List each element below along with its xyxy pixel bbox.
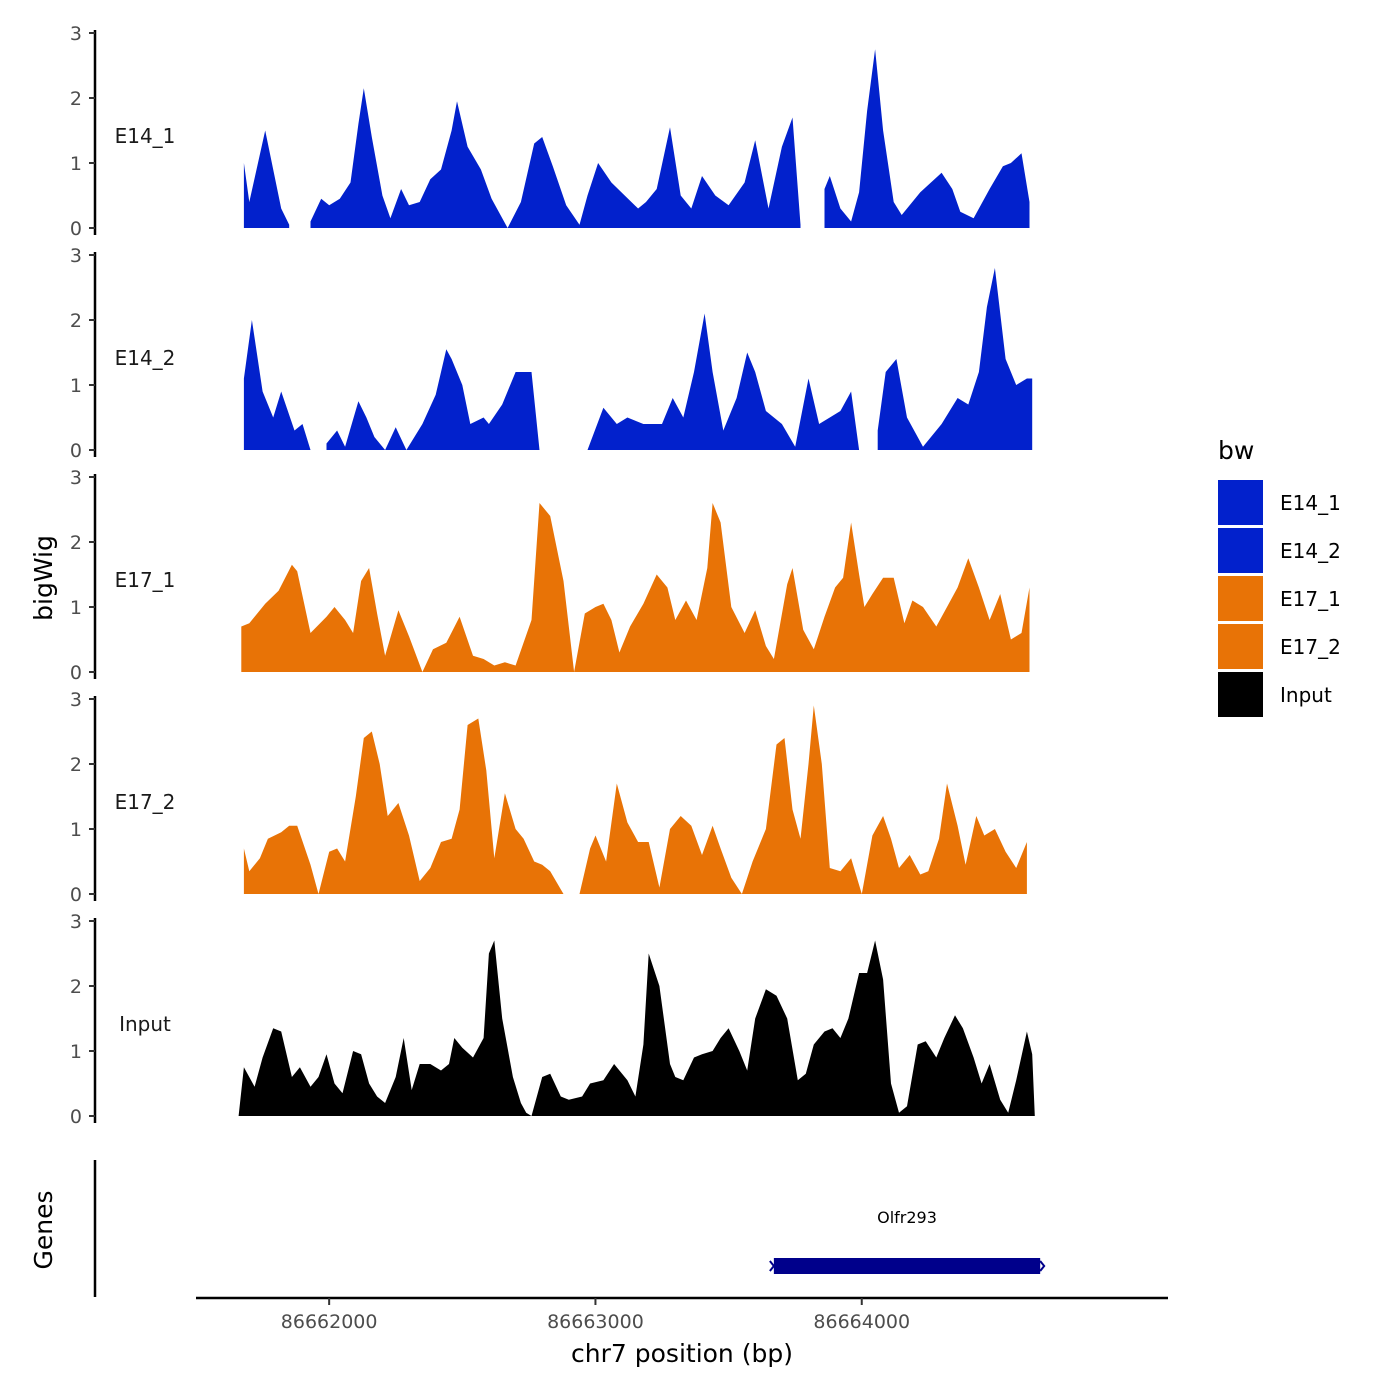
- gene-strand-marker: [1039, 1260, 1046, 1272]
- y-tick-label: 1: [70, 597, 82, 619]
- track-E14_1: 0 1 2 3 E14_1: [70, 23, 1030, 240]
- legend-key: [1218, 480, 1263, 525]
- y-tick-label: 3: [70, 245, 82, 267]
- x-tick-label: 86662000: [281, 1311, 378, 1333]
- legend-label: E17_2: [1280, 635, 1341, 659]
- y-tick-label: 2: [70, 754, 82, 776]
- x-tick-label: 86664000: [813, 1311, 910, 1333]
- track-label: E17_1: [115, 568, 176, 592]
- legend-key: [1218, 576, 1263, 621]
- y-tick-label: 1: [70, 819, 82, 841]
- signal-area: [587, 313, 860, 450]
- signal-area: [238, 940, 1035, 1116]
- y-tick-label: 2: [70, 532, 82, 554]
- legend-key: [1218, 528, 1263, 573]
- legend-key: [1218, 672, 1263, 717]
- signal-area: [243, 130, 290, 228]
- signal-area: [877, 268, 1033, 450]
- x-axis: 86662000 86663000 86664000: [196, 1296, 1168, 1333]
- y-tick-label: 0: [70, 440, 82, 462]
- x-tick-label: 86663000: [547, 1311, 644, 1333]
- track-E14_2: 0 1 2 3 E14_2: [70, 245, 1033, 462]
- y-tick-label: 3: [70, 689, 82, 711]
- signal-area: [310, 88, 801, 228]
- y-tick-label: 2: [70, 310, 82, 332]
- y-tick-label: 3: [70, 23, 82, 45]
- bigwig-tracks: 0 1 2 3 E14_1 0 1 2 3 E14_2 0 1 2 3 E17_1 0 1 2 3 E17_2 0 1 2 3…: [70, 23, 1035, 1128]
- signal-area: [243, 320, 311, 450]
- gene-strand-marker: [769, 1260, 776, 1272]
- track-E17_2: 0 1 2 3 E17_2: [70, 689, 1027, 906]
- y-tick-label: 0: [70, 884, 82, 906]
- track-Input: 0 1 2 3 Input: [70, 911, 1035, 1128]
- legend-label: Input: [1280, 683, 1332, 707]
- track-label: E14_1: [115, 124, 176, 148]
- gene-track: Olfr293: [93, 1160, 1046, 1297]
- y-tick-label: 1: [70, 375, 82, 397]
- y-tick-label: 3: [70, 467, 82, 489]
- y-tick-label: 1: [70, 153, 82, 175]
- legend-label: E17_1: [1280, 587, 1341, 611]
- genes-track-title: Genes: [29, 1190, 58, 1269]
- x-axis-title: chr7 position (bp): [571, 1339, 793, 1368]
- y-tick-label: 3: [70, 911, 82, 933]
- legend-title: bw: [1218, 436, 1254, 465]
- track-label: E14_2: [115, 346, 176, 370]
- y-tick-label: 0: [70, 662, 82, 684]
- track-label: Input: [119, 1012, 171, 1036]
- signal-area: [243, 718, 564, 894]
- legend: bw E14_1 E14_2 E17_1 E17_2 Input: [1218, 436, 1341, 717]
- y-tick-label: 2: [70, 88, 82, 110]
- y-tick-label: 2: [70, 976, 82, 998]
- gene-body: [773, 1258, 1041, 1274]
- signal-area: [326, 349, 540, 450]
- signal-area: [824, 49, 1030, 228]
- track-label: E17_2: [115, 790, 176, 814]
- legend-key: [1218, 624, 1263, 669]
- signal-area: [241, 503, 1030, 672]
- legend-label: E14_1: [1280, 491, 1341, 515]
- y-axis-title: bigWig: [29, 535, 58, 621]
- signal-area: [579, 705, 1027, 894]
- gene-label: Olfr293: [877, 1208, 937, 1227]
- y-tick-label: 1: [70, 1041, 82, 1063]
- legend-label: E14_2: [1280, 539, 1341, 563]
- y-tick-label: 0: [70, 218, 82, 240]
- track-E17_1: 0 1 2 3 E17_1: [70, 467, 1030, 684]
- y-tick-label: 0: [70, 1106, 82, 1128]
